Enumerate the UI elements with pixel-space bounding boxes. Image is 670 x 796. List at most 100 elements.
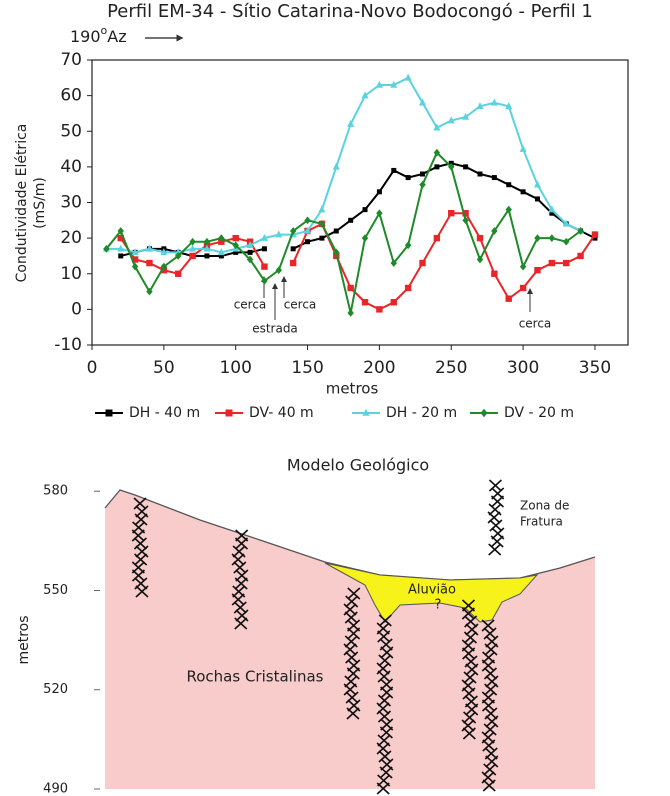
fracture bbox=[135, 505, 149, 518]
fracture bbox=[377, 630, 391, 643]
fracture bbox=[465, 703, 479, 716]
marker bbox=[189, 252, 196, 260]
legend-label: DV- 40 m bbox=[249, 405, 314, 421]
fracture bbox=[235, 609, 249, 622]
marker bbox=[433, 234, 441, 242]
fracture bbox=[378, 654, 392, 667]
fracture bbox=[481, 659, 495, 672]
y-tick-label: 0 bbox=[71, 299, 82, 319]
fracture bbox=[376, 782, 390, 795]
marker bbox=[462, 216, 469, 225]
fracture bbox=[133, 497, 147, 510]
fracture bbox=[378, 614, 392, 627]
fracture bbox=[232, 545, 246, 558]
fracture bbox=[344, 675, 358, 688]
marker bbox=[433, 148, 441, 157]
y-tick-label: 30 bbox=[60, 193, 82, 213]
fracture bbox=[483, 763, 497, 776]
y-tick-label: 520 bbox=[43, 682, 68, 697]
y-tick-label: 40 bbox=[60, 157, 82, 177]
fracture bbox=[346, 707, 360, 720]
fracture bbox=[232, 585, 246, 598]
fracture bbox=[462, 727, 476, 740]
marker bbox=[505, 205, 512, 214]
marker bbox=[290, 246, 296, 252]
y-tick-label: -10 bbox=[54, 335, 82, 355]
marker bbox=[305, 239, 311, 245]
marker bbox=[160, 262, 168, 271]
marker bbox=[204, 253, 210, 259]
marker bbox=[476, 102, 484, 110]
fracture bbox=[483, 723, 497, 736]
marker bbox=[361, 299, 369, 306]
fracture bbox=[484, 683, 498, 696]
marker bbox=[189, 237, 196, 246]
fracture bbox=[347, 587, 361, 600]
series-line bbox=[106, 76, 582, 254]
fracture bbox=[380, 686, 394, 699]
chart-title: Perfil EM-34 - Sítio Catarina-Novo Bodoc… bbox=[107, 1, 593, 22]
fracture bbox=[462, 687, 476, 700]
marker bbox=[404, 241, 412, 250]
marker bbox=[390, 299, 397, 306]
marker bbox=[448, 209, 455, 217]
fracture bbox=[134, 553, 148, 566]
x-tick-label: 200 bbox=[363, 358, 395, 378]
marker bbox=[577, 252, 584, 260]
fracture bbox=[378, 750, 392, 763]
marker bbox=[304, 226, 312, 234]
marker bbox=[376, 306, 383, 313]
y-axis-label: (mS/m) bbox=[32, 177, 48, 229]
marker bbox=[405, 175, 411, 181]
marker bbox=[376, 189, 382, 195]
marker bbox=[534, 196, 540, 202]
marker bbox=[533, 180, 541, 188]
marker bbox=[548, 259, 556, 267]
alluvium bbox=[324, 562, 539, 623]
marker bbox=[347, 309, 354, 317]
fracture bbox=[234, 537, 249, 550]
fracture bbox=[481, 619, 495, 632]
fracture bbox=[485, 635, 499, 648]
y-tick-label: 10 bbox=[60, 264, 82, 284]
y-tick-label: 580 bbox=[43, 484, 68, 499]
marker bbox=[117, 244, 125, 252]
marker bbox=[462, 112, 470, 120]
section-label: Aluvião bbox=[408, 583, 456, 598]
marker bbox=[146, 259, 153, 267]
marker bbox=[361, 91, 369, 99]
fracture bbox=[488, 543, 502, 556]
fracture bbox=[231, 593, 245, 606]
marker bbox=[189, 244, 197, 252]
fracture bbox=[131, 529, 145, 542]
y-tick-label: 490 bbox=[43, 782, 68, 796]
marker bbox=[491, 227, 498, 235]
direction-unit: Az bbox=[107, 27, 126, 46]
marker bbox=[318, 205, 326, 213]
fracture bbox=[490, 495, 505, 508]
direction-sup: o bbox=[101, 24, 108, 37]
annotation: cerca bbox=[234, 298, 267, 312]
fracture bbox=[234, 617, 248, 630]
marker bbox=[563, 259, 570, 267]
marker bbox=[225, 409, 233, 417]
marker bbox=[362, 408, 370, 416]
y-tick-label: 60 bbox=[60, 86, 82, 106]
marker bbox=[233, 249, 239, 255]
fracture bbox=[485, 755, 499, 768]
legend-label: DH - 40 m bbox=[129, 405, 200, 421]
fracture bbox=[134, 513, 148, 526]
fracture bbox=[488, 503, 502, 516]
marker bbox=[577, 227, 584, 235]
marker bbox=[175, 270, 182, 277]
fracture bbox=[377, 710, 392, 723]
marker bbox=[562, 219, 570, 227]
marker bbox=[131, 262, 139, 271]
annotation: cerca bbox=[284, 298, 317, 312]
fractures bbox=[131, 479, 505, 795]
marker bbox=[505, 295, 512, 302]
marker bbox=[304, 216, 311, 225]
fracture bbox=[462, 647, 476, 660]
marker bbox=[105, 409, 113, 417]
marker bbox=[548, 205, 556, 213]
